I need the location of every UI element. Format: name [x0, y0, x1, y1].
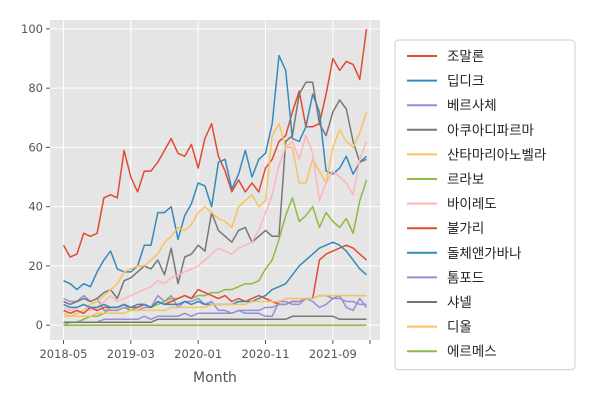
y-tick-label: 0	[36, 318, 43, 332]
series-line-3	[63, 81, 367, 306]
y-tick-label: 80	[28, 81, 43, 95]
y-tick-label: 20	[28, 259, 43, 273]
series-line-4	[63, 111, 368, 318]
legend-label: 르라보	[447, 172, 484, 188]
legend-label: 딥디크	[447, 74, 484, 90]
legend-label: 톰포드	[447, 270, 484, 286]
legend-label: 디올	[447, 320, 472, 336]
x-tick-label: 2020-11	[241, 347, 289, 361]
legend-label: 불가리	[447, 221, 484, 237]
axis-ticks: 0 20 40 60 80 100 2018-05 2019-03 2020-01 2020-11…	[21, 22, 371, 361]
y-tick-label: 40	[28, 200, 43, 214]
series-line-0	[62, 28, 368, 258]
x-tick-label: 2019-03	[107, 347, 155, 361]
legend: 조말론딥디크베르사체아쿠아디파르마산타마리아노벨라르라보바이레도불가리돌체앤가바…	[394, 39, 576, 371]
x-tick-label: 2021-09	[309, 347, 357, 361]
x-tick-label: 2018-05	[39, 347, 87, 361]
legend-box	[394, 39, 576, 371]
y-tick-label: 60	[28, 140, 43, 154]
legend-label: 베르사체	[447, 98, 497, 114]
legend-label: 산타마리아노벨라	[447, 147, 547, 163]
legend-label: 에르메스	[447, 344, 497, 360]
grid-lines	[50, 20, 380, 340]
legend-label: 샤넬	[447, 295, 472, 311]
series-lines	[62, 28, 368, 326]
legend-label: 아쿠아디파르마	[447, 123, 535, 139]
legend-label: 돌체앤가바나	[447, 246, 522, 262]
series-line-6	[63, 134, 368, 312]
x-axis-title: Month	[193, 370, 237, 386]
series-line-2	[63, 294, 368, 318]
legend-label: 바이레도	[447, 197, 497, 213]
series-line-10	[63, 315, 367, 323]
x-tick-label: 2020-01	[174, 347, 222, 361]
series-line-11	[63, 294, 367, 318]
legend-label: 조말론	[447, 49, 484, 65]
y-tick-label: 100	[21, 22, 43, 36]
